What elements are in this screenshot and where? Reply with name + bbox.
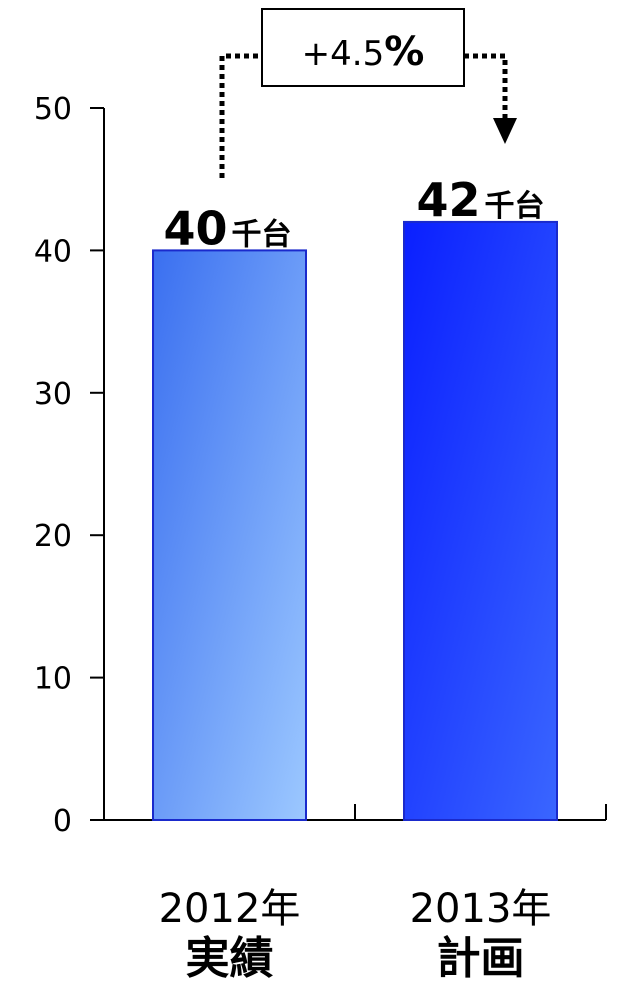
y-tick-label: 20 (34, 519, 72, 554)
bar-2012 (152, 249, 307, 821)
y-tick-label: 0 (53, 804, 72, 839)
growth-connector-left (219, 53, 262, 178)
bar-2013 (403, 220, 558, 822)
y-tick-label: 30 (34, 377, 72, 412)
growth-percent-sign: % (384, 29, 424, 75)
y-tick-label: 40 (34, 234, 72, 269)
data-label-number: 42 (416, 173, 480, 227)
growth-label: +4.5% (302, 29, 425, 75)
category-type-label: 計画 (437, 933, 525, 984)
data-label-unit: 千台 (232, 217, 292, 252)
growth-connector-right (464, 53, 508, 120)
category-year-label: 2012年 (159, 886, 301, 932)
category-year-label: 2013年 (410, 886, 552, 932)
growth-box (261, 8, 465, 87)
bars (152, 220, 558, 822)
growth-value: +4.5 (302, 34, 385, 74)
data-label: 40 千台 (163, 201, 291, 255)
y-tick-label: 50 (34, 92, 72, 127)
data-label-unit: 千台 (485, 189, 545, 224)
y-tick-label: 10 (34, 662, 72, 697)
data-label-number: 40 (163, 201, 227, 255)
growth-arrowhead-icon (493, 118, 517, 144)
data-label: 42 千台 (416, 173, 544, 227)
category-type-label: 実績 (186, 933, 274, 984)
growth-annotation: +4.5% (219, 8, 517, 178)
